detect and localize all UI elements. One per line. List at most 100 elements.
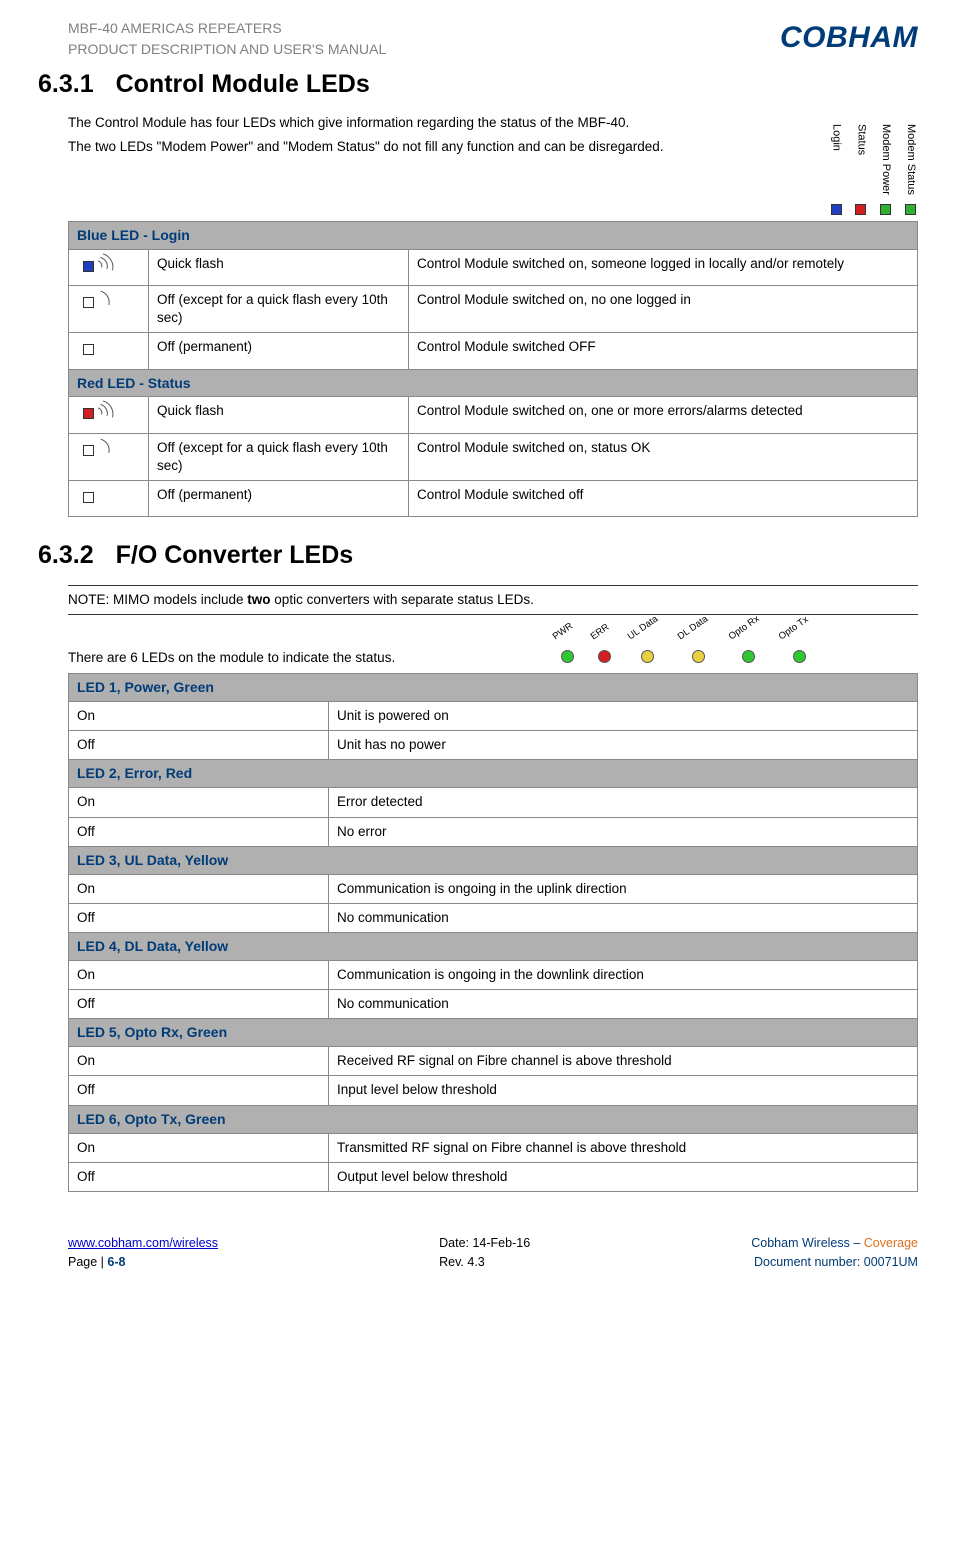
led-flash-icon — [83, 255, 123, 275]
fo-led-item: DL Data — [679, 631, 718, 663]
led-circle-icon — [742, 650, 755, 663]
led-circle-icon — [598, 650, 611, 663]
vled-item: Modem Status — [903, 124, 918, 215]
section-title: F/O Converter LEDs — [116, 541, 354, 569]
control-module-led-diagram: Login Status Modem Power Modem Status — [829, 114, 918, 215]
desc-cell: Communication is ongoing in the uplink d… — [329, 874, 918, 903]
note-bold: two — [247, 592, 270, 607]
led-circle-icon — [793, 650, 806, 663]
icon-cell — [69, 249, 149, 285]
state-cell: Off — [69, 903, 329, 932]
table-row: OffUnit has no power — [69, 731, 918, 760]
fo-led-item: Opto Rx — [730, 631, 769, 663]
fo-led-item: UL Data — [629, 631, 668, 663]
page-footer: www.cobham.com/wireless Page | 6-8 Date:… — [68, 1234, 918, 1272]
desc-cell: Control Module switched on, status OK — [409, 433, 918, 480]
table-row: OnUnit is powered on — [69, 701, 918, 730]
fo-converter-led-table: LED 1, Power, GreenOnUnit is powered onO… — [68, 673, 918, 1192]
led-circle-icon — [692, 650, 705, 663]
page-header: MBF-40 AMERICAS REPEATERS PRODUCT DESCRI… — [68, 18, 918, 60]
state-cell: On — [69, 788, 329, 817]
led-circle-icon — [641, 650, 654, 663]
vled-label: Modem Status — [903, 124, 918, 198]
state-cell: Off (permanent) — [149, 333, 409, 369]
state-cell: Off — [69, 990, 329, 1019]
section-num: 6.3.1 — [38, 68, 94, 102]
vled-label: Status — [853, 124, 868, 198]
vled-item: Status — [853, 124, 868, 215]
footer-mid: Date: 14-Feb-16 Rev. 4.3 — [439, 1234, 530, 1272]
footer-rev: Rev. 4.3 — [439, 1255, 485, 1269]
sec1-paragraphs: The Control Module has four LEDs which g… — [68, 114, 829, 162]
led-off-icon — [83, 486, 123, 506]
footer-url[interactable]: www.cobham.com/wireless — [68, 1236, 218, 1250]
state-cell: Off (except for a quick flash every 10th… — [149, 285, 409, 332]
table-row: OnError detected — [69, 788, 918, 817]
led-blip-icon — [83, 439, 123, 459]
fo-led-label: DL Data — [676, 614, 712, 644]
state-cell: On — [69, 701, 329, 730]
table-section-header: LED 2, Error, Red — [69, 760, 918, 788]
led-square-icon — [880, 204, 891, 215]
table-row: OffOutput level below threshold — [69, 1162, 918, 1191]
footer-left: www.cobham.com/wireless Page | 6-8 — [68, 1234, 218, 1272]
desc-cell: Control Module switched on, one or more … — [409, 397, 918, 433]
state-cell: Off (except for a quick flash every 10th… — [149, 433, 409, 480]
section-631-heading: 6.3.1Control Module LEDs — [38, 68, 918, 102]
header-line1: MBF-40 AMERICAS REPEATERS — [68, 18, 386, 39]
desc-cell: Control Module switched on, no one logge… — [409, 285, 918, 332]
state-cell: Quick flash — [149, 397, 409, 433]
table-section-header: Red LED - Status — [69, 369, 918, 397]
table-row: OffNo communication — [69, 903, 918, 932]
desc-cell: Unit has no power — [329, 731, 918, 760]
table-row: OffNo communication — [69, 990, 918, 1019]
fo-led-label: PWR — [551, 621, 577, 644]
sec1-para1: The Control Module has four LEDs which g… — [68, 114, 817, 132]
led-square-icon — [855, 204, 866, 215]
desc-cell: No error — [329, 817, 918, 846]
vled-item: Login — [829, 124, 844, 215]
cobham-logo: COBHAM — [780, 18, 918, 59]
table-row: OnTransmitted RF signal on Fibre channel… — [69, 1133, 918, 1162]
table-section-header: LED 4, DL Data, Yellow — [69, 933, 918, 961]
state-cell: Off — [69, 817, 329, 846]
desc-cell: Communication is ongoing in the downlink… — [329, 960, 918, 989]
desc-cell: Error detected — [329, 788, 918, 817]
footer-date: Date: 14-Feb-16 — [439, 1236, 530, 1250]
led-square-icon — [831, 204, 842, 215]
table-row: Off (permanent)Control Module switched o… — [69, 481, 918, 517]
note-post: optic converters with separate status LE… — [271, 592, 534, 607]
fo-led-diagram: PWRERRUL DataDL DataOpto RxOpto Tx — [554, 631, 918, 667]
led-square-icon — [905, 204, 916, 215]
table-section-header: Blue LED - Login — [69, 221, 918, 249]
icon-cell — [69, 481, 149, 517]
table-section-header: LED 6, Opto Tx, Green — [69, 1105, 918, 1133]
state-cell: Off — [69, 731, 329, 760]
desc-cell: Output level below threshold — [329, 1162, 918, 1191]
state-cell: On — [69, 1047, 329, 1076]
state-cell: Quick flash — [149, 249, 409, 285]
desc-cell: Received RF signal on Fibre channel is a… — [329, 1047, 918, 1076]
icon-cell — [69, 397, 149, 433]
led-blip-icon — [83, 291, 123, 311]
table-row: Quick flashControl Module switched on, o… — [69, 397, 918, 433]
section-632-heading: 6.3.2F/O Converter LEDs — [38, 539, 918, 573]
desc-cell: No communication — [329, 903, 918, 932]
icon-cell — [69, 285, 149, 332]
header-text: MBF-40 AMERICAS REPEATERS PRODUCT DESCRI… — [68, 18, 386, 60]
footer-page-num: 6-8 — [107, 1255, 125, 1269]
fo-led-item: ERR — [592, 631, 616, 663]
table-row: Off (except for a quick flash every 10th… — [69, 433, 918, 480]
led-off-icon — [83, 338, 123, 358]
state-cell: On — [69, 960, 329, 989]
sec1-para2: The two LEDs "Modem Power" and "Modem St… — [68, 138, 817, 156]
desc-cell: Input level below threshold — [329, 1076, 918, 1105]
vled-label: Login — [829, 124, 844, 198]
desc-cell: Control Module switched on, someone logg… — [409, 249, 918, 285]
vled-label: Modem Power — [878, 124, 893, 198]
table-section-header: LED 5, Opto Rx, Green — [69, 1019, 918, 1047]
fo-led-label: Opto Rx — [726, 614, 762, 644]
state-cell: On — [69, 1133, 329, 1162]
table-row: OnCommunication is ongoing in the uplink… — [69, 874, 918, 903]
desc-cell: Control Module switched OFF — [409, 333, 918, 369]
